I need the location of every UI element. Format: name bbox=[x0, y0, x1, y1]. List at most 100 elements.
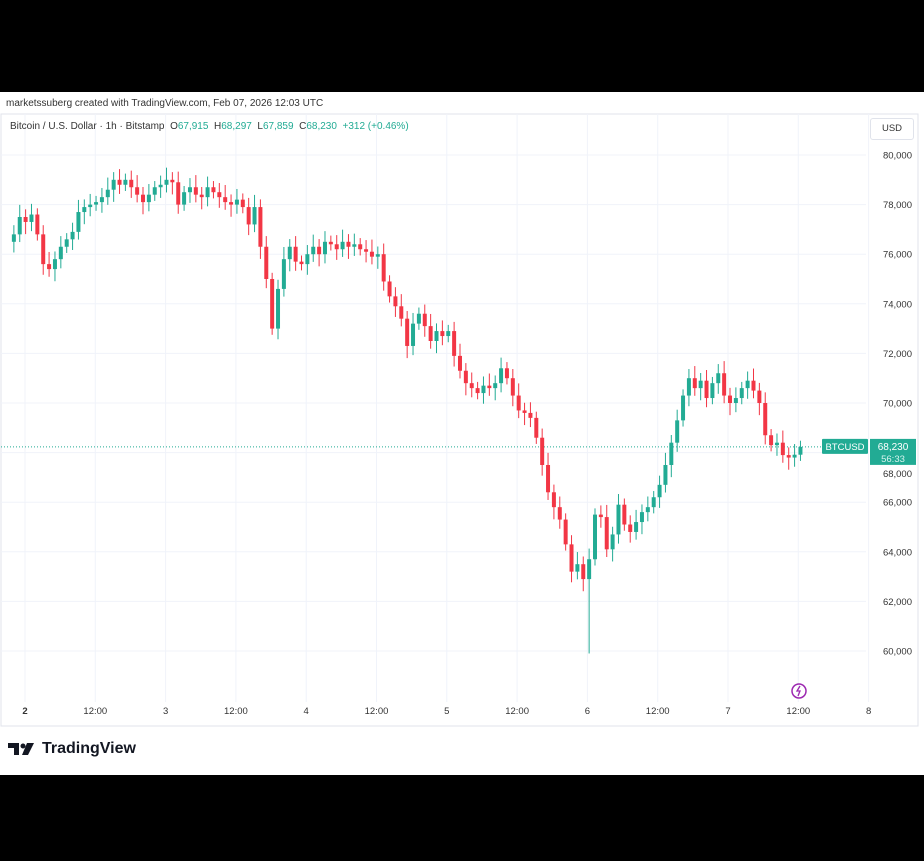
candle-body bbox=[387, 281, 392, 297]
candle-body bbox=[669, 442, 674, 465]
candle-body bbox=[11, 234, 16, 242]
candle-body bbox=[546, 465, 551, 493]
candle-body bbox=[593, 514, 597, 560]
open-label: O bbox=[170, 121, 178, 132]
candle-body bbox=[276, 288, 281, 329]
candle-body bbox=[164, 179, 169, 185]
candle-body bbox=[187, 187, 192, 193]
candle-body bbox=[446, 331, 451, 337]
candle-body bbox=[381, 254, 386, 282]
candle-body bbox=[452, 331, 457, 356]
y-tick-label: 62,000 bbox=[883, 597, 912, 608]
candle-body bbox=[29, 214, 34, 222]
candle-body bbox=[293, 246, 298, 262]
candle-body bbox=[117, 179, 122, 185]
candle-body bbox=[475, 388, 480, 394]
x-tick-label: 3 bbox=[163, 706, 168, 717]
symbol-tag: BTCUSD bbox=[825, 442, 864, 453]
candle-body bbox=[82, 207, 87, 213]
candle-body bbox=[681, 395, 686, 421]
candle-body bbox=[99, 197, 104, 203]
candle-body bbox=[369, 251, 374, 257]
candle-body bbox=[252, 207, 257, 225]
candle-body bbox=[587, 559, 592, 580]
candle-body bbox=[575, 564, 580, 572]
x-tick-label: 12:00 bbox=[365, 706, 389, 717]
ohlc-legend: Bitcoin / U.S. Dollar · 1h · Bitstamp O6… bbox=[10, 121, 409, 132]
candle-body bbox=[786, 455, 791, 458]
candle-body bbox=[41, 234, 46, 265]
candle-body bbox=[199, 194, 204, 198]
candle-body bbox=[798, 446, 803, 455]
candle-body bbox=[639, 512, 644, 523]
candle-body bbox=[616, 504, 621, 535]
candle-body bbox=[745, 380, 750, 389]
candle-body bbox=[598, 514, 603, 518]
candle-body bbox=[481, 385, 486, 394]
candle-body bbox=[657, 484, 662, 498]
x-tick-label: 5 bbox=[444, 706, 449, 717]
candle-body bbox=[440, 331, 445, 337]
candle-body bbox=[504, 368, 509, 379]
chart-panel: 60,000 62,000 64,000 66,000 68,000 70,000 72,0… bbox=[0, 92, 924, 775]
candle-body bbox=[141, 194, 146, 203]
candle-body bbox=[493, 383, 498, 389]
candle-body bbox=[739, 388, 744, 399]
candle-body bbox=[211, 187, 216, 193]
open-value: 67,915 bbox=[177, 121, 209, 132]
candle-body bbox=[375, 254, 380, 257]
x-tick-label: 6 bbox=[585, 706, 590, 717]
replay-icon[interactable] bbox=[791, 683, 807, 699]
candle-body bbox=[704, 380, 709, 399]
candle-body bbox=[217, 192, 222, 198]
x-tick-label: 12:00 bbox=[646, 706, 670, 717]
currency-button[interactable]: USD bbox=[870, 118, 914, 140]
candle-body bbox=[364, 249, 369, 252]
candle-body bbox=[340, 241, 345, 250]
candle-body bbox=[663, 465, 668, 485]
high-value: 68,297 bbox=[221, 121, 252, 132]
candle-body bbox=[557, 507, 562, 520]
candle-body bbox=[675, 420, 680, 443]
candle-body bbox=[751, 380, 756, 391]
y-tick-label: 60,000 bbox=[883, 647, 912, 658]
candle-body bbox=[510, 378, 515, 396]
y-tick-label: 66,000 bbox=[883, 498, 912, 509]
candle-body bbox=[516, 395, 521, 411]
last-price-label: 68,230 bbox=[878, 442, 909, 453]
candle-body bbox=[158, 184, 163, 188]
tradingview-logo[interactable]: TradingView bbox=[8, 740, 136, 758]
chart-frame bbox=[0, 113, 919, 727]
candle-body bbox=[352, 244, 357, 247]
candle-body bbox=[540, 437, 545, 465]
candle-body bbox=[317, 246, 322, 255]
price-chart[interactable]: 60,000 62,000 64,000 66,000 68,000 70,000 72,0… bbox=[0, 92, 924, 732]
candle-body bbox=[111, 179, 116, 190]
candle-body bbox=[258, 207, 263, 247]
candle-body bbox=[757, 390, 762, 403]
close-value: 68,230 bbox=[306, 121, 337, 132]
candle-body bbox=[457, 355, 462, 371]
candle-body bbox=[328, 241, 333, 245]
candle-body bbox=[763, 403, 768, 436]
candle-body bbox=[193, 187, 198, 195]
x-tick-label: 7 bbox=[725, 706, 730, 717]
candle-body bbox=[305, 254, 310, 265]
candle-body bbox=[716, 373, 721, 384]
candle-body bbox=[774, 442, 779, 446]
candle-body bbox=[358, 244, 363, 250]
candle-body bbox=[94, 202, 99, 205]
candle-body bbox=[246, 207, 251, 225]
candle-body bbox=[152, 187, 157, 195]
candle-body bbox=[422, 313, 427, 327]
candle-body bbox=[551, 492, 556, 508]
last-price-label-bg bbox=[870, 438, 916, 465]
candle-body bbox=[287, 246, 292, 260]
candle-body bbox=[534, 417, 539, 438]
candle-body bbox=[281, 259, 286, 289]
candle-body bbox=[88, 204, 93, 208]
candle-body bbox=[528, 412, 533, 418]
candle-body bbox=[322, 241, 327, 255]
candle-body bbox=[105, 189, 110, 198]
candle-body bbox=[270, 279, 275, 329]
